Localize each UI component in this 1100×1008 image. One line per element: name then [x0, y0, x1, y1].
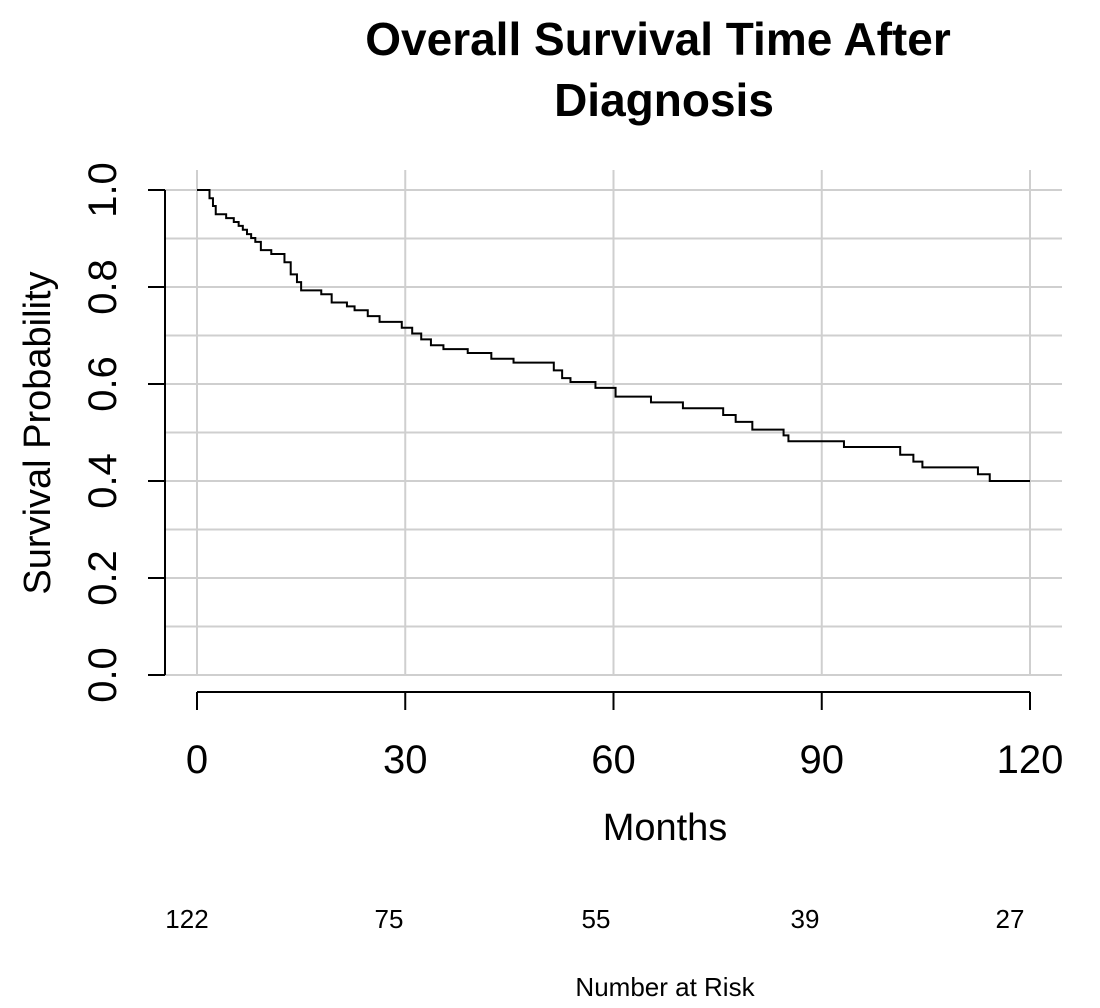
survival-curve: [197, 189, 1030, 482]
risk-count: 27: [996, 904, 1025, 934]
y-tick-label: 0.8: [81, 259, 125, 315]
x-tick-label: 90: [800, 738, 845, 782]
y-tick-label: 1.0: [81, 162, 125, 218]
y-tick-label: 0.2: [81, 550, 125, 606]
risk-count: 39: [791, 904, 820, 934]
risk-table-label: Number at Risk: [575, 972, 755, 1002]
risk-count: 55: [582, 904, 611, 934]
x-tick-label: 30: [383, 738, 428, 782]
x-tick-label: 120: [997, 738, 1064, 782]
x-axis-label: Months: [603, 807, 728, 849]
risk-count: 75: [375, 904, 404, 934]
y-tick-label: 0.4: [81, 453, 125, 509]
grid-lines: [165, 170, 1062, 676]
y-axis-label: Survival Probability: [17, 271, 59, 594]
risk-table: 122 75 55 39 27: [165, 904, 1024, 934]
y-tick-label: 0.0: [81, 647, 125, 703]
axes: 0.0 0.2 0.4 0.6 0.8 1.0 0 30 60 90 120: [81, 162, 1063, 782]
chart-title-line-2: Diagnosis: [554, 74, 774, 126]
y-tick-label: 0.6: [81, 356, 125, 412]
x-tick-label: 0: [186, 738, 208, 782]
x-tick-label: 60: [591, 738, 636, 782]
risk-count: 122: [165, 904, 208, 934]
chart-title-line-1: Overall Survival Time After: [365, 13, 951, 65]
